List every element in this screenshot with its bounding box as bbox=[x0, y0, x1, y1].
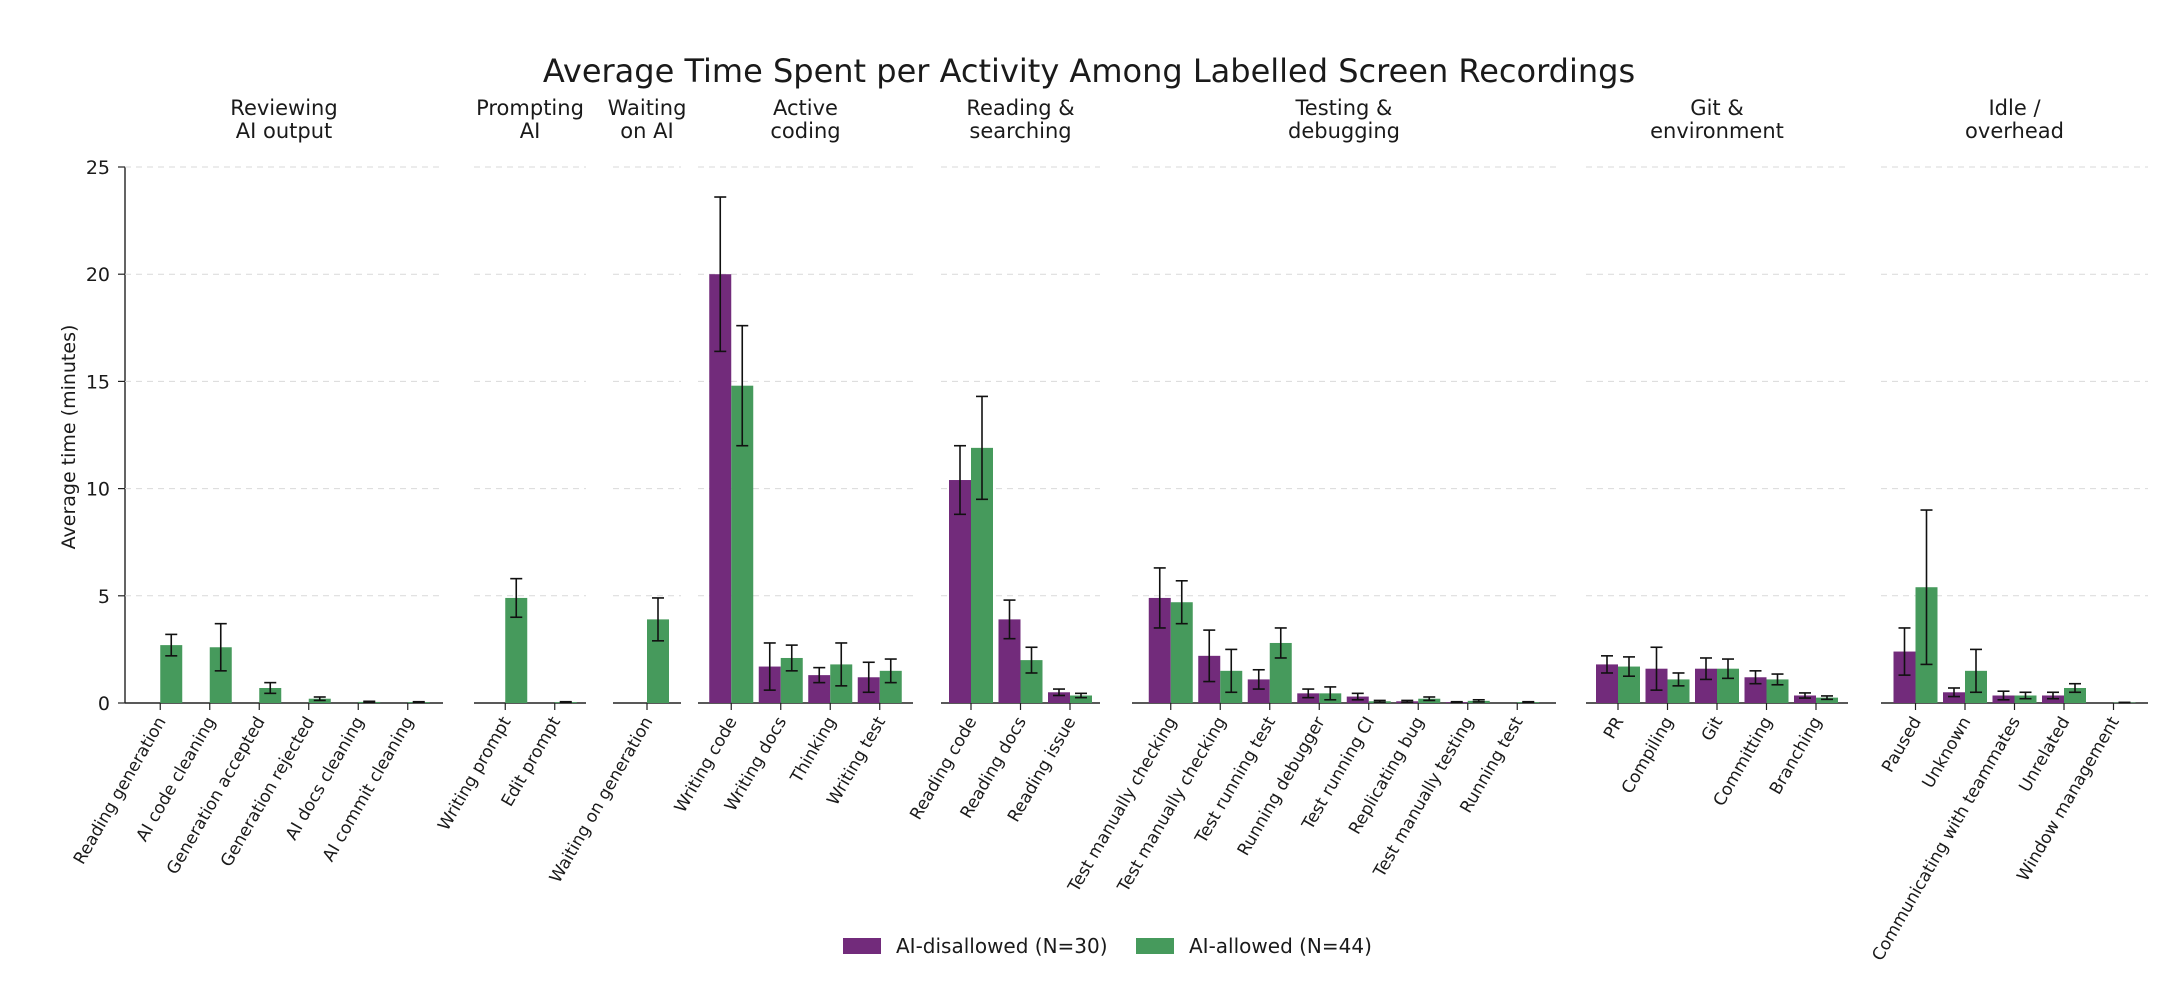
x-tick-label: Waiting on generation bbox=[546, 714, 657, 887]
y-tick-label: 20 bbox=[86, 264, 110, 286]
x-tick-label: Paused bbox=[1878, 714, 1926, 777]
x-tick-label: Reading generation bbox=[70, 714, 171, 869]
group-title: Prompting bbox=[476, 96, 584, 120]
legend: AI-disallowed (N=30) AI-allowed (N=44) bbox=[843, 934, 1372, 958]
legend-label: AI-allowed (N=44) bbox=[1189, 934, 1372, 958]
x-tick-label: Thinking bbox=[786, 714, 840, 788]
group-title: Idle / bbox=[1988, 96, 2041, 120]
y-tick-label: 10 bbox=[86, 479, 110, 501]
group-title: Reviewing bbox=[230, 96, 337, 120]
group-title: Reading & bbox=[966, 96, 1074, 120]
chart-title: Average Time Spent per Activity Among La… bbox=[543, 52, 1635, 90]
group-title: environment bbox=[1650, 119, 1784, 143]
group-title: overhead bbox=[1965, 119, 2064, 143]
y-tick-label: 25 bbox=[86, 157, 110, 179]
group-title: on AI bbox=[620, 119, 673, 143]
x-tick-label: AI commit cleaning bbox=[319, 714, 418, 866]
y-tick-label: 15 bbox=[86, 371, 110, 393]
y-axis-label: Average time (minutes) bbox=[58, 325, 80, 550]
legend-label: AI-disallowed (N=30) bbox=[896, 934, 1108, 958]
group-title: Waiting bbox=[608, 96, 687, 120]
x-tick-label: Unknown bbox=[1919, 714, 1976, 792]
y-tick-label: 0 bbox=[98, 693, 110, 715]
legend-swatch bbox=[1136, 938, 1174, 954]
group-title: AI output bbox=[236, 119, 333, 143]
x-tick-label: Running debugger bbox=[1234, 714, 1330, 860]
group-title: searching bbox=[969, 119, 1071, 143]
y-tick-label: 5 bbox=[98, 586, 110, 608]
group-title: AI bbox=[520, 119, 541, 143]
group-title: Git & bbox=[1690, 96, 1743, 120]
group-title: Active bbox=[773, 96, 838, 120]
legend-swatch bbox=[843, 938, 881, 954]
group-title: coding bbox=[770, 119, 840, 143]
group-title: Testing & bbox=[1295, 96, 1393, 120]
x-tick-label: PR bbox=[1600, 713, 1628, 742]
group-title: debugging bbox=[1288, 119, 1400, 143]
x-tick-label: Git bbox=[1698, 713, 1728, 745]
x-tick-label: Window management bbox=[2013, 713, 2124, 885]
x-tick-label: Writing prompt bbox=[434, 713, 515, 834]
x-tick-label: Generation rejected bbox=[217, 714, 319, 871]
